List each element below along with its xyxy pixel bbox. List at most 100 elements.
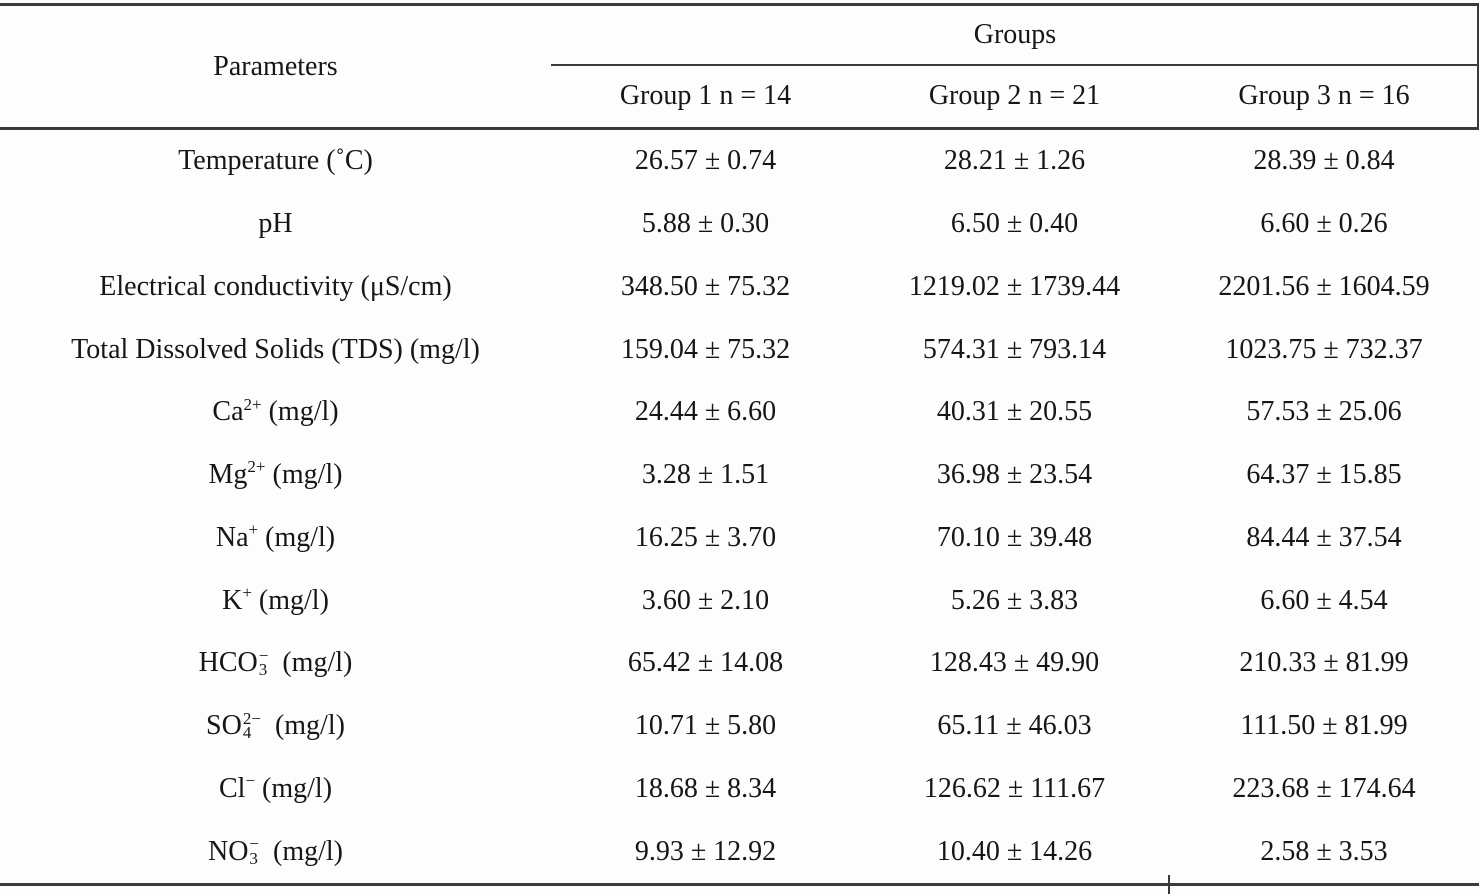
- param-stack-sub: 4: [242, 723, 252, 743]
- param-stack-sup: −: [249, 834, 260, 854]
- param-base: Na: [215, 521, 249, 553]
- value-cell: 3.60 ± 2.10: [641, 584, 770, 616]
- param-stack: −3: [258, 645, 269, 680]
- param-base: Ca: [212, 396, 244, 428]
- param-cell: Electrical conductivity (μS/cm): [0, 256, 551, 319]
- value-cell: 223.68 ± 174.64: [1232, 772, 1416, 804]
- param-cell: Ca 2+ (mg/l): [212, 394, 339, 428]
- value-cell: 5.88 ± 0.30: [641, 208, 770, 240]
- groups-header-label: Groups: [973, 19, 1057, 50]
- value-cell: 65.42 ± 14.08: [627, 647, 784, 679]
- parameters-header-label: Parameters: [213, 50, 338, 82]
- table-row: Cl − (mg/l) 18.68 ± 8.34 126.62 ± 111.67 …: [0, 758, 1479, 821]
- value-cell: 2.58 ± 3.53: [1260, 835, 1388, 867]
- param-stack-sup: 2−: [242, 708, 261, 728]
- value-cell: 111.50 ± 81.99: [1240, 710, 1408, 742]
- group-1-header-cell: Group 1 n = 14: [619, 79, 792, 111]
- parameters-header-cell: Parameters: [0, 6, 551, 127]
- param-stack: 2− 4: [242, 708, 261, 743]
- value-cell: 10.40 ± 14.26: [936, 835, 1093, 867]
- value-cell: 1023.75 ± 732.37: [1225, 333, 1423, 365]
- value-cell: 6.60 ± 4.54: [1260, 584, 1388, 616]
- value-cell: 3.28 ± 1.51: [641, 459, 770, 491]
- param-suffix: (mg/l): [259, 835, 344, 867]
- param-base: Temperature (˚C): [178, 145, 373, 177]
- param-base: Total Dissolved Solids (TDS) (mg/l): [71, 333, 480, 365]
- group-2-header-cell: Group 2 n = 21: [928, 79, 1101, 111]
- param-stack-sup: −: [258, 645, 269, 665]
- value-cell: 28.39 ± 0.84: [1253, 145, 1395, 177]
- value-cell: 10.71 ± 5.80: [634, 710, 777, 742]
- value-cell: 16.25 ± 3.70: [634, 521, 777, 553]
- value-cell: 1219.02 ± 1739.44: [908, 270, 1121, 302]
- param-suffix: (mg/l): [261, 396, 339, 428]
- value-cell: 128.43 ± 49.90: [929, 647, 1100, 679]
- param-suffix: (mg/l): [258, 521, 336, 553]
- value-cell: 159.04 ± 75.32: [620, 333, 791, 365]
- header-bottom-border: [0, 127, 1479, 130]
- param-base: HCO: [198, 647, 258, 679]
- value-cell: 5.26 ± 3.83: [950, 584, 1079, 616]
- param-base: SO: [206, 710, 242, 742]
- table-bottom-border: [0, 883, 1479, 886]
- table-row: Na + (mg/l) 16.25 ± 3.70 70.10 ± 39.48 84…: [0, 507, 1479, 570]
- param-suffix: (mg/l): [268, 647, 353, 679]
- value-cell: 9.93 ± 12.92: [634, 835, 777, 867]
- value-cell: 574.31 ± 793.14: [922, 333, 1107, 365]
- table-body: Temperature (˚C) 26.57 ± 0.74 28.21 ± 1.…: [0, 130, 1479, 883]
- param-cell: HCO −3 (mg/l): [0, 632, 551, 695]
- value-cell: 24.44 ± 6.60: [634, 396, 777, 428]
- param-base: NO: [207, 835, 249, 867]
- table-row: pH 5.88 ± 0.30 6.50 ± 0.40 6.60 ± 0.26: [0, 193, 1479, 256]
- table-row: Electrical conductivity (μS/cm) 348.50 ±…: [0, 256, 1479, 319]
- value-cell: 28.21 ± 1.26: [943, 145, 1086, 177]
- table-row: NO −3 (mg/l) 9.93 ± 12.92 10.40 ± 14.26 2…: [0, 820, 1479, 883]
- param-cell: NO −3 (mg/l): [0, 820, 551, 883]
- param-base: Cl: [218, 772, 246, 804]
- value-cell: 26.57 ± 0.74: [634, 145, 777, 177]
- bottom-column-divider-tick: [1168, 875, 1170, 894]
- param-stack-sub: 3: [258, 660, 268, 680]
- table-header: Parameters Groups Group 1 n = 14 Group 2…: [0, 6, 1479, 127]
- param-stack-sub: 3: [249, 848, 258, 868]
- table-row: K + (mg/l) 3.60 ± 2.10 5.26 ± 3.83 6.60 ±…: [0, 569, 1479, 632]
- value-cell: 40.31 ± 20.55: [936, 396, 1093, 428]
- param-base: Electrical conductivity (μS/cm): [99, 270, 452, 302]
- group-subheader-row: Group 1 n = 14 Group 2 n = 21 Group 3 n …: [551, 64, 1479, 127]
- param-base: K: [222, 584, 243, 616]
- value-cell: 2201.56 ± 1604.59: [1218, 270, 1430, 302]
- param-cell: Temperature (˚C): [0, 130, 551, 193]
- value-cell: 70.10 ± 39.48: [936, 521, 1093, 553]
- table-row: SO 2− 4 (mg/l) 10.71 ± 5.80 65.11 ± 46.03 …: [0, 695, 1479, 758]
- value-cell: 36.98 ± 23.54: [936, 459, 1093, 491]
- value-cell: 84.44 ± 37.54: [1246, 521, 1402, 553]
- param-cell: SO 2− 4 (mg/l): [0, 695, 551, 758]
- value-cell: 126.62 ± 111.67: [923, 772, 1106, 804]
- table-row: Total Dissolved Solids (TDS) (mg/l) 159.…: [0, 318, 1479, 381]
- header-right-border: [1477, 3, 1479, 130]
- value-cell: 6.60 ± 0.26: [1260, 208, 1388, 240]
- groups-underline-rule: [551, 64, 1479, 66]
- param-cell: Cl − (mg/l): [218, 771, 333, 804]
- param-base: pH: [258, 208, 293, 240]
- param-suffix: (mg/l): [265, 459, 343, 491]
- value-cell: 6.50 ± 0.40: [950, 208, 1079, 240]
- group-3-header-cell: Group 3 n = 16: [1238, 79, 1410, 111]
- value-cell: 57.53 ± 25.06: [1246, 396, 1402, 428]
- table-top-border: [0, 3, 1479, 6]
- value-cell: 210.33 ± 81.99: [1239, 647, 1409, 679]
- table-row: Ca 2+ (mg/l) 24.44 ± 6.60 40.31 ± 20.55 5…: [0, 381, 1479, 444]
- param-suffix: (mg/l): [255, 772, 333, 804]
- table-row: Temperature (˚C) 26.57 ± 0.74 28.21 ± 1.…: [0, 130, 1479, 193]
- param-cell: Mg 2+ (mg/l): [208, 457, 343, 491]
- table-row: Mg 2+ (mg/l) 3.28 ± 1.51 36.98 ± 23.54 64…: [0, 444, 1479, 507]
- value-cell: 64.37 ± 15.85: [1246, 459, 1402, 491]
- value-cell: 65.11 ± 46.03: [937, 710, 1092, 742]
- param-suffix: (mg/l): [260, 710, 345, 742]
- value-cell: 18.68 ± 8.34: [634, 772, 777, 804]
- param-suffix: (mg/l): [251, 584, 329, 616]
- value-cell: 348.50 ± 75.32: [620, 270, 791, 302]
- param-cell: K + (mg/l): [222, 582, 329, 616]
- groups-header-section: Groups Group 1 n = 14 Group 2 n = 21 Gro…: [551, 6, 1479, 127]
